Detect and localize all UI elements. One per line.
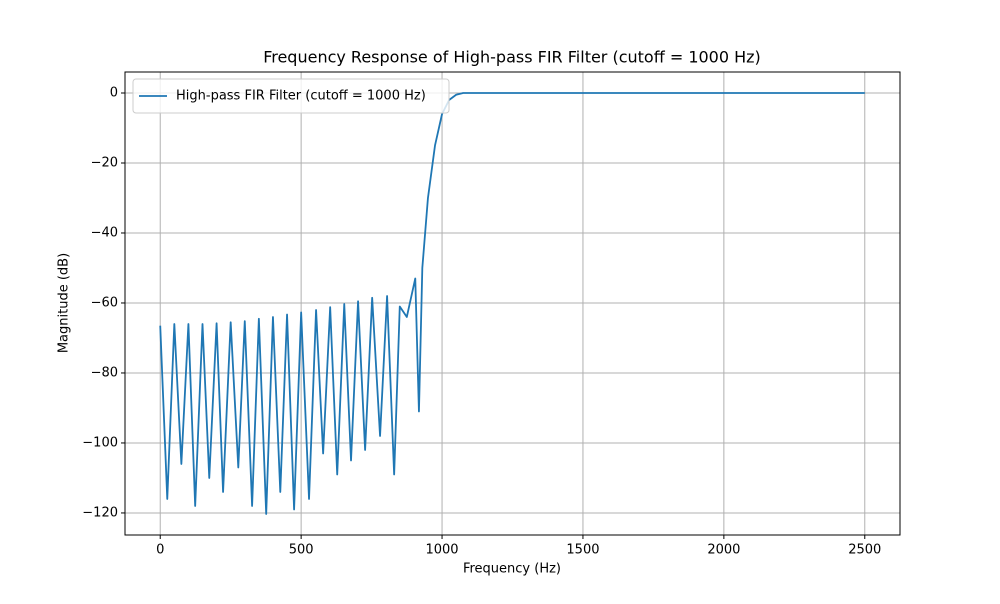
x-axis-label: Frequency (Hz)	[463, 562, 561, 577]
x-tick-label: 1000	[425, 543, 458, 558]
legend-label: High-pass FIR Filter (cutoff = 1000 Hz)	[176, 89, 426, 104]
x-tick-label: 0	[156, 543, 164, 558]
y-tick-label: −20	[91, 155, 118, 170]
y-tick-label: 0	[110, 85, 118, 100]
x-tick-label: 500	[289, 543, 314, 558]
y-tick-label: −40	[91, 225, 118, 240]
x-tick-label: 2500	[848, 543, 881, 558]
legend-box	[132, 78, 450, 114]
data-line	[159, 92, 865, 515]
x-tick-label: 1500	[566, 543, 599, 558]
x-tick-label: 2000	[707, 543, 740, 558]
chart-title: Frequency Response of High-pass FIR Filt…	[263, 48, 761, 67]
y-tick-label: −60	[91, 295, 118, 310]
plot-frame	[124, 71, 901, 536]
y-tick-label: −120	[82, 505, 118, 520]
y-tick-label: −80	[91, 365, 118, 380]
y-axis-label: Magnitude (dB)	[57, 253, 72, 353]
y-tick-label: −100	[82, 435, 118, 450]
